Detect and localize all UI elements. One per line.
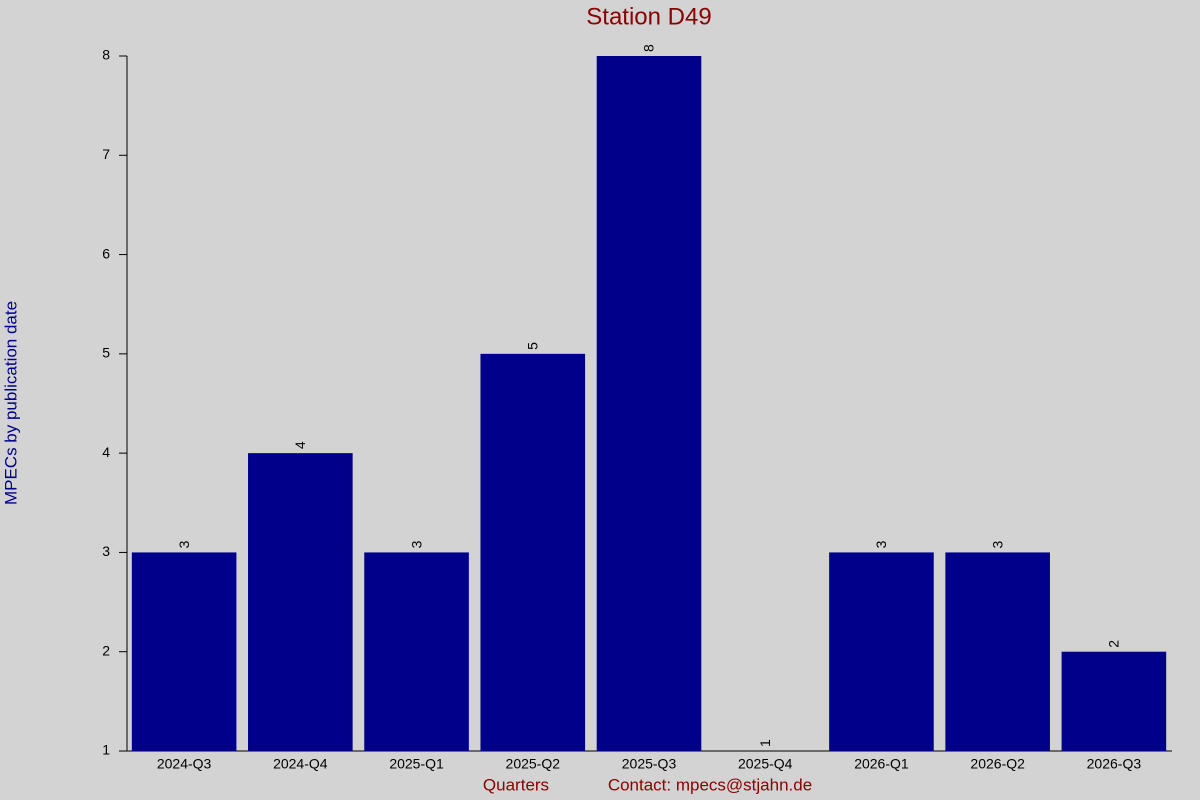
bar [945,552,1050,751]
bar [364,552,469,751]
contact: Contact: mpecs@stjahn.de [608,775,812,794]
value-label: 3 [408,540,424,548]
bar [1061,651,1167,751]
value-label: 8 [641,44,657,52]
y-axis-label: MPECs by publication date [1,301,20,505]
x-tick-label: 2024-Q3 [157,756,212,772]
bar [596,56,702,751]
y-tick-label: 2 [102,642,110,658]
y-tick-label: 3 [102,543,110,559]
value-label: 3 [873,540,889,548]
y-tick-label: 7 [102,146,110,162]
bar [131,552,237,751]
y-tick-label: 4 [102,444,110,460]
value-label: 5 [524,342,540,350]
bar [829,552,934,751]
x-tick-label: 2026-Q2 [970,756,1025,772]
x-tick-label: 2025-Q2 [506,756,561,772]
value-label: 1 [757,739,773,747]
y-tick-label: 8 [102,47,110,63]
bar [248,453,353,751]
x-tick-label: 2024-Q4 [273,756,328,772]
bar [480,353,586,751]
x-tick-label: 2026-Q1 [854,756,909,772]
value-label: 3 [989,540,1005,548]
y-tick-label: 6 [102,245,110,261]
x-tick-label: 2025-Q4 [738,756,793,772]
x-tick-label: 2025-Q3 [622,756,677,772]
value-label: 2 [1106,640,1122,648]
value-label: 3 [176,540,192,548]
y-tick-label: 1 [102,742,110,758]
x-axis-label: Quarters [483,775,549,794]
x-tick-label: 2025-Q1 [389,756,444,772]
chart-title: Station D49 [586,3,711,30]
y-tick-label: 5 [102,345,110,361]
value-label: 4 [292,441,308,449]
x-tick-label: 2026-Q3 [1087,756,1142,772]
